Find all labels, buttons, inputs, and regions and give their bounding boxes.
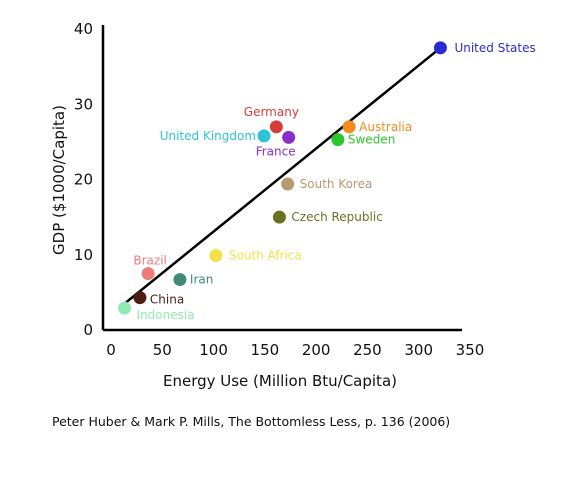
label-germany: Germany <box>244 105 299 119</box>
label-iran: Iran <box>190 273 213 287</box>
y-tick-label: 40 <box>74 20 93 38</box>
point-indonesia <box>118 301 132 315</box>
y-tick-label: 0 <box>83 321 93 339</box>
label-china: China <box>150 293 184 307</box>
axes <box>101 25 462 332</box>
x-tick-label: 300 <box>404 341 433 359</box>
y-axis-title: GDP ($1000/Capita) <box>50 105 68 255</box>
label-australia: Australia <box>359 120 412 134</box>
point-germany <box>269 120 283 134</box>
source-caption: Peter Huber & Mark P. Mills, The Bottoml… <box>52 414 451 429</box>
y-tick-label: 10 <box>74 246 93 264</box>
trendline-group <box>123 46 442 305</box>
y-tick-label: 30 <box>74 95 93 113</box>
label-united-states: United States <box>454 41 535 55</box>
point-iran <box>173 273 187 287</box>
label-brazil: Brazil <box>133 254 167 268</box>
tick-labels: 0 50 100 150 200 250 300 350 0 10 20 30 40 <box>74 20 484 359</box>
x-tick-label: 0 <box>106 341 116 359</box>
trendline <box>123 46 442 305</box>
label-united-kingdom: United Kingdom <box>160 129 256 143</box>
x-tick-label: 100 <box>199 341 228 359</box>
label-france: France <box>256 144 296 158</box>
point-china <box>133 291 147 305</box>
x-axis-title: Energy Use (Million Btu/Capita) <box>163 372 397 390</box>
data-points <box>118 41 447 315</box>
label-south-korea: South Korea <box>300 177 373 191</box>
point-australia <box>342 120 356 134</box>
point-united-states <box>433 41 447 55</box>
point-south-africa <box>209 249 223 263</box>
x-tick-label: 50 <box>153 341 172 359</box>
point-sweden <box>331 133 345 147</box>
point-brazil <box>141 267 155 281</box>
point-south-korea <box>281 177 295 191</box>
x-tick-label: 150 <box>251 341 280 359</box>
x-tick-label: 250 <box>353 341 382 359</box>
label-south-africa: South Africa <box>229 249 302 263</box>
y-tick-label: 20 <box>74 171 93 189</box>
label-sweden: Sweden <box>348 133 395 147</box>
label-czech-republic: Czech Republic <box>291 210 382 224</box>
point-czech-republic <box>272 210 286 224</box>
point-labels: United States Germany United KingdomFrance… <box>133 41 535 322</box>
point-france <box>282 130 296 144</box>
x-tick-label: 200 <box>302 341 331 359</box>
x-tick-label: 350 <box>456 341 485 359</box>
point-united-kingdom <box>257 129 271 143</box>
label-indonesia: Indonesia <box>137 308 195 322</box>
